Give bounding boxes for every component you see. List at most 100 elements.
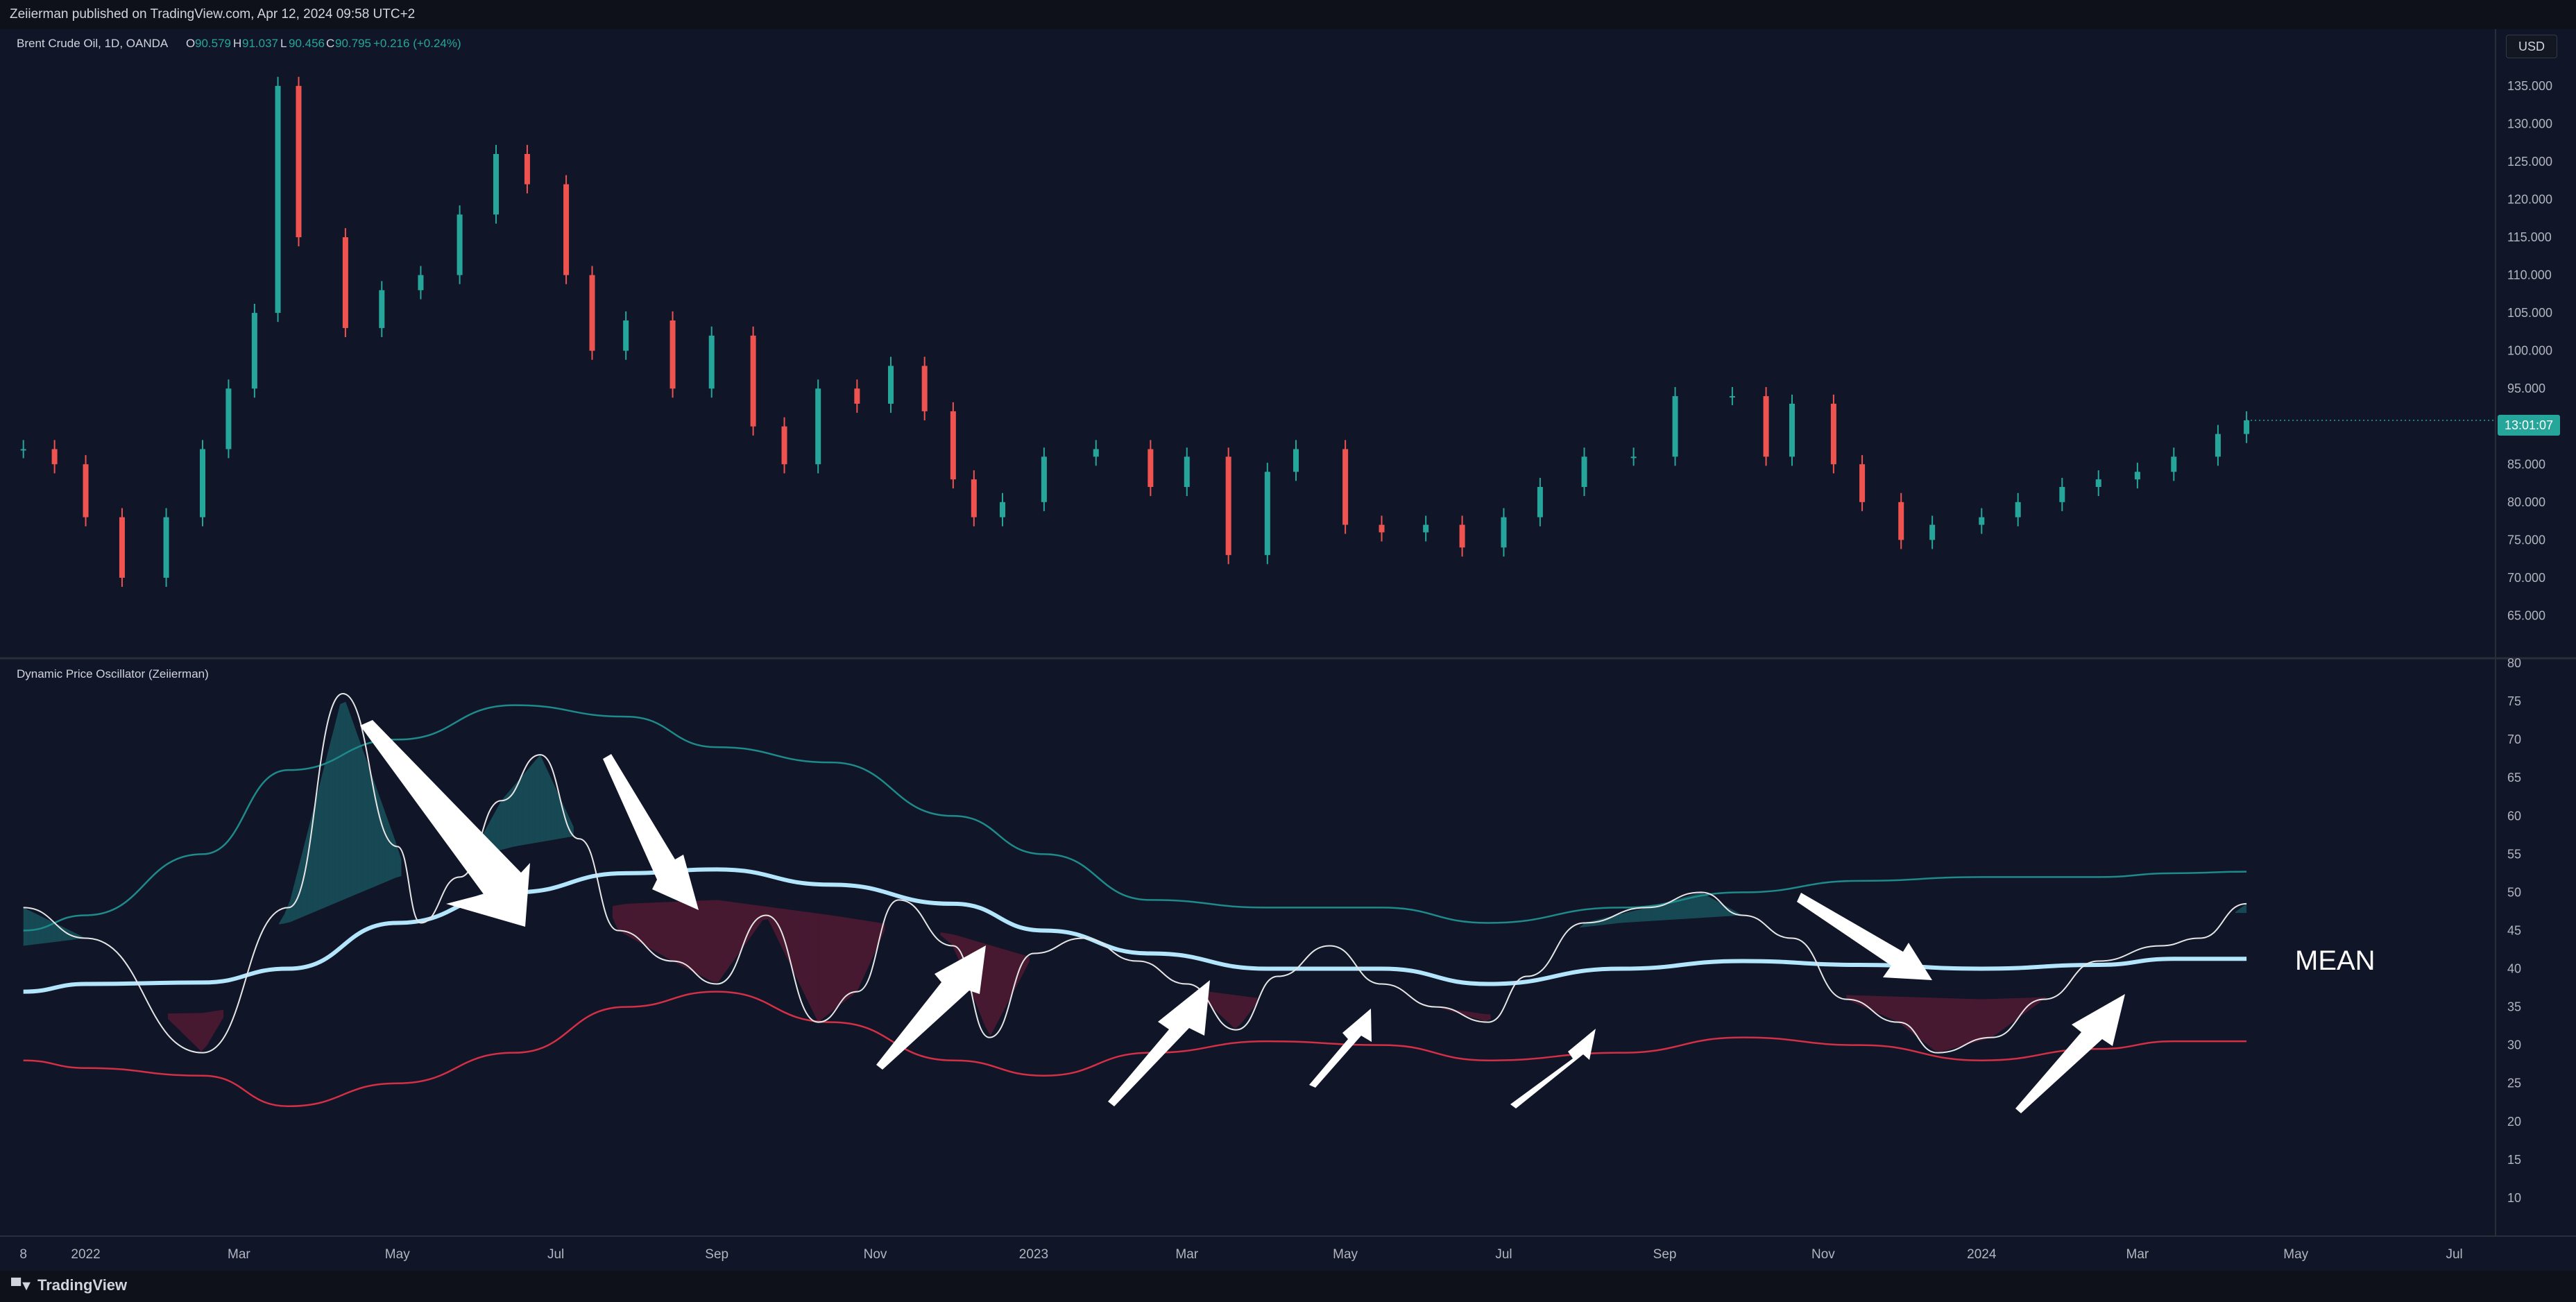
price-tick-label: 120.000 — [2507, 192, 2552, 206]
overbought-fill — [23, 907, 29, 946]
chart-canvas[interactable]: Brent Crude Oil, 1D, OANDA O 90.579 H 91… — [0, 29, 2576, 1302]
overbought-fill — [368, 764, 374, 890]
time-axis[interactable]: 8 2022 Mar May Jul Sep Nov 2023 Mar May Jul Sep Nov 2… — [19, 1247, 2462, 1262]
candle-body — [457, 214, 463, 275]
oversold-fill — [2013, 997, 2019, 1022]
oversold-fill — [1218, 993, 1225, 1019]
overbought-fill — [1579, 923, 1585, 928]
candle-body — [1423, 524, 1429, 533]
overbought-fill — [1623, 911, 1630, 923]
overbought-fill — [318, 769, 324, 911]
candle-body — [815, 388, 821, 465]
osc-tick-label: 50 — [2507, 885, 2521, 899]
osc-tick-label: 20 — [2507, 1115, 2521, 1129]
overbought-fill — [45, 918, 51, 943]
oversold-fill — [1907, 997, 1913, 1034]
osc-tick-label: 45 — [2507, 923, 2521, 937]
oversold-fill — [201, 1012, 207, 1052]
low-value: 90.456 — [289, 37, 325, 50]
chart-area[interactable]: Brent Crude Oil, 1D, OANDA O 90.579 H 91… — [0, 29, 2576, 1302]
time-tick-label: May — [385, 1247, 410, 1262]
arrow-up-1 — [876, 945, 986, 1070]
overbought-fill — [362, 748, 368, 892]
overbought-fill — [346, 701, 352, 899]
last-price-tag: 13:01:07 — [2498, 415, 2560, 436]
oversold-fill — [1018, 953, 1024, 983]
oversold-fill — [812, 912, 819, 1022]
tradingview-logo[interactable]: ▀▼ TradingView — [11, 1276, 127, 1294]
time-tick-label: Mar — [228, 1247, 250, 1262]
candle-body — [296, 85, 302, 238]
oversold-fill — [2002, 998, 2008, 1031]
currency-button[interactable]: USD — [2506, 35, 2557, 58]
oscillator-line — [23, 693, 2247, 1054]
oversold-fill — [634, 903, 640, 943]
overbought-fill — [296, 857, 302, 920]
oversold-fill — [1229, 994, 1236, 1029]
oversold-fill — [1485, 1013, 1491, 1022]
oversold-fill — [779, 908, 785, 954]
oversold-fill — [1946, 997, 1952, 1051]
oversold-fill — [679, 901, 685, 968]
arrow-up-2 — [1108, 980, 1210, 1106]
oversold-fill — [2007, 998, 2013, 1027]
candle-body — [225, 388, 232, 449]
overbought-fill — [1707, 896, 1714, 918]
oversold-fill — [701, 900, 708, 979]
oversold-fill — [740, 902, 747, 952]
time-tick-label: May — [1333, 1247, 1358, 1262]
overbought-fill — [1696, 892, 1703, 918]
oversold-fill — [879, 923, 885, 943]
oversold-fill — [185, 1013, 191, 1041]
oversold-fill — [1968, 999, 1974, 1045]
candle-body — [1342, 449, 1349, 525]
close-value: 90.795 — [335, 37, 371, 50]
oversold-fill — [984, 943, 991, 1036]
overbought-fill — [501, 794, 507, 850]
candle-body — [1979, 517, 1985, 525]
oversold-fill — [617, 904, 624, 934]
oversold-fill — [996, 947, 1002, 1025]
oversold-fill — [818, 913, 824, 1022]
candle-body — [199, 449, 205, 517]
oversold-fill — [696, 900, 702, 977]
price-tick-label: 75.000 — [2507, 533, 2545, 547]
candle-body — [119, 517, 125, 578]
countdown-label: 13:01:07 — [2505, 418, 2553, 432]
oversold-fill — [1952, 998, 1958, 1049]
oversold-fill — [673, 901, 679, 965]
time-tick-label: Nov — [864, 1247, 887, 1262]
oversold-fill — [768, 907, 774, 931]
high-label: H — [233, 37, 241, 50]
candle-body — [1859, 464, 1866, 502]
osc-tick-label: 55 — [2507, 847, 2521, 861]
oversold-fill — [2029, 997, 2036, 1010]
oversold-fill — [873, 922, 880, 955]
overbought-fill — [1635, 909, 1641, 923]
oversold-fill — [735, 902, 741, 959]
arrow-up-5 — [2015, 994, 2125, 1113]
osc-tick-label: 40 — [2507, 962, 2521, 976]
arrow-down-1 — [360, 720, 530, 927]
overbought-fill — [357, 733, 363, 894]
candle-body — [1459, 524, 1465, 548]
price-axis[interactable]: 65.00070.00075.00080.00085.00090.00095.0… — [2507, 79, 2552, 623]
overbought-fill — [540, 755, 546, 842]
candle-body — [2171, 456, 2177, 472]
oversold-fill — [1985, 999, 1991, 1040]
overbought-fill — [334, 704, 341, 904]
osc-tick-label: 60 — [2507, 809, 2521, 823]
oversold-fill — [2018, 997, 2024, 1018]
oscillator-axis[interactable]: 10 15 20 25 30 35 40 45 50 55 60 65 70 75 80 — [2507, 656, 2521, 1205]
oversold-fill — [1246, 996, 1252, 1018]
oversold-fill — [1857, 995, 1863, 1007]
oversold-fill — [656, 902, 663, 956]
osc-tick-label: 75 — [2507, 694, 2521, 708]
oversold-fill — [751, 905, 758, 936]
overbought-fill — [1629, 910, 1635, 923]
overbought-fill — [529, 761, 535, 844]
time-tick-label: Sep — [1653, 1247, 1677, 1262]
overbought-fill — [568, 814, 574, 838]
oversold-fill — [1935, 997, 1941, 1052]
low-label: L — [280, 37, 287, 50]
